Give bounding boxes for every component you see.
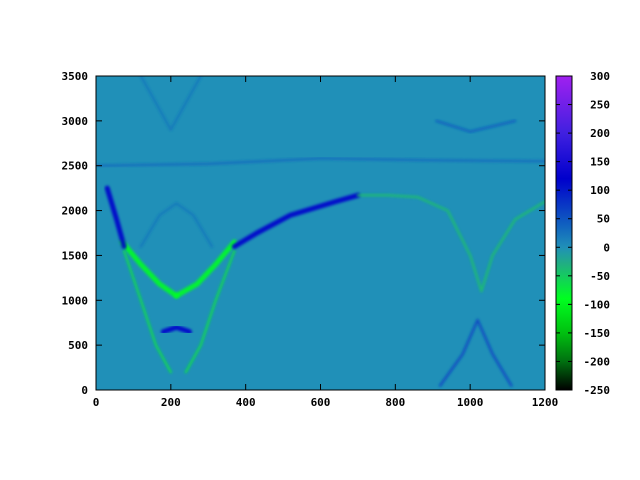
heatmap-feature-left-blue-branch bbox=[104, 185, 127, 249]
heatmap-feature-horizontal-streak bbox=[96, 157, 545, 167]
heatmap-feature-right-blue-branch bbox=[231, 192, 361, 249]
heatmap-features bbox=[96, 76, 545, 387]
y-tick-label: 1500 bbox=[62, 249, 89, 262]
x-tick-label: 600 bbox=[311, 396, 331, 409]
y-tick-label: 500 bbox=[68, 339, 88, 352]
colorbar-ticks: 300 250 200 150 100 50 0 -50 -100 -150 -200 -250 bbox=[556, 70, 610, 397]
x-axis: 0 200 400 600 800 1000 1200 bbox=[93, 76, 559, 409]
colorbar-tick-label: -250 bbox=[584, 384, 611, 397]
colorbar-tick-label: 150 bbox=[590, 156, 610, 169]
colorbar-tick-label: 0 bbox=[603, 241, 610, 254]
heatmap-feature-upper-arch bbox=[356, 194, 545, 293]
heatmap-feature-top-right-spot bbox=[435, 119, 517, 133]
colorbar-tick-label: -100 bbox=[584, 298, 611, 311]
plot-area: 0 200 400 600 800 1000 1200 0 500 1000 1500 2000 25… bbox=[62, 70, 559, 409]
y-tick-label: 2500 bbox=[62, 160, 89, 173]
x-tick-label: 1200 bbox=[532, 396, 559, 409]
colorbar: 300 250 200 150 100 50 0 -50 -100 -150 -200 -250 bbox=[555, 70, 610, 397]
heatmap-feature-top-arc-left bbox=[139, 76, 203, 132]
x-tick-label: 800 bbox=[385, 396, 405, 409]
y-tick-label: 0 bbox=[81, 384, 88, 397]
y-tick-label: 2000 bbox=[62, 205, 89, 218]
heatmap-feature-right-ridge-lower bbox=[184, 249, 236, 374]
x-tick-label: 1000 bbox=[457, 396, 484, 409]
heatmap-feature-left-ridge-upper bbox=[119, 239, 179, 299]
x-tick-label: 400 bbox=[236, 396, 256, 409]
colorbar-tick-label: 200 bbox=[590, 127, 610, 140]
y-tick-label: 1000 bbox=[62, 294, 89, 307]
heatmap-feature-lower-arch bbox=[438, 318, 513, 387]
heatmap-background bbox=[96, 76, 545, 390]
colorbar-tick-label: -200 bbox=[584, 355, 611, 368]
colorbar-tick-label: 250 bbox=[590, 99, 610, 112]
colorbar-tick-label: 100 bbox=[590, 184, 610, 197]
colorbar-tick-label: -50 bbox=[590, 270, 610, 283]
x-tick-label: 200 bbox=[161, 396, 181, 409]
colorbar-tick-label: 50 bbox=[597, 213, 610, 226]
y-tick-label: 3000 bbox=[62, 115, 89, 128]
colorbar-tick-label: -150 bbox=[584, 327, 611, 340]
colorbar-tick-label: 300 bbox=[590, 70, 610, 83]
y-axis: 0 500 1000 1500 2000 2500 3000 3500 bbox=[62, 70, 545, 397]
x-tick-label: 0 bbox=[93, 396, 100, 409]
y-tick-label: 3500 bbox=[62, 70, 89, 83]
heatmap-feature-left-ridge-lower bbox=[122, 249, 173, 374]
heatmap-feature-inner-blob bbox=[160, 324, 192, 335]
colorbar-strip bbox=[555, 75, 573, 391]
heatmap-feature-upper-faint-arch bbox=[139, 202, 214, 248]
heatmap-feature-right-ridge-upper bbox=[173, 239, 237, 299]
